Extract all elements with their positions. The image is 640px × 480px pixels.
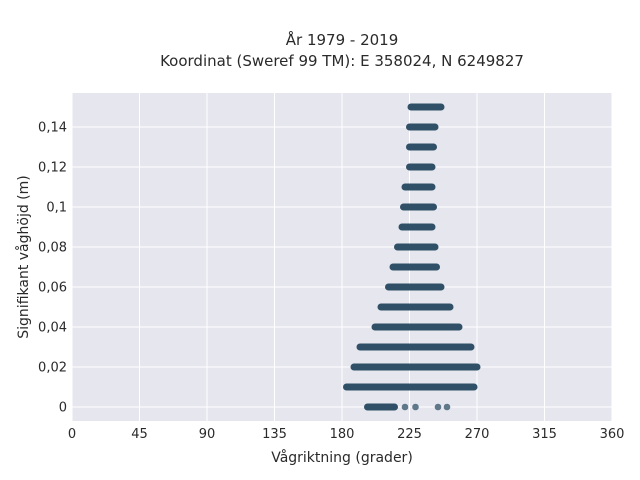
y-tick-label: 0,08 bbox=[38, 241, 67, 256]
x-axis-label: Vågriktning (grader) bbox=[271, 449, 413, 466]
data-point bbox=[401, 403, 409, 411]
x-tick-label: 45 bbox=[131, 427, 148, 442]
y-tick-label: 0 bbox=[59, 401, 67, 416]
y-tick-label: 0,04 bbox=[38, 321, 67, 336]
x-tick-label: 225 bbox=[397, 427, 422, 442]
x-tick-label: 270 bbox=[465, 427, 490, 442]
x-tick-label: 90 bbox=[199, 427, 216, 442]
chart-title: År 1979 - 2019 bbox=[286, 30, 399, 49]
data-point bbox=[412, 403, 419, 411]
x-tick-label: 315 bbox=[532, 427, 557, 442]
x-tick-label: 180 bbox=[330, 427, 355, 442]
data-point bbox=[443, 403, 451, 411]
y-axis-label: Signifikant våghöjd (m) bbox=[15, 175, 32, 338]
data-point bbox=[434, 403, 442, 411]
y-axis-ticks: 0 0,02 0,04 0,06 0,08 0,1 0,12 0,14 bbox=[38, 121, 67, 416]
y-tick-label: 0,12 bbox=[38, 161, 67, 176]
x-tick-label: 360 bbox=[600, 427, 625, 442]
y-tick-label: 0,02 bbox=[38, 361, 67, 376]
x-tick-label: 135 bbox=[262, 427, 287, 442]
x-axis-ticks: 0 45 90 135 180 225 270 315 360 bbox=[68, 427, 625, 442]
y-tick-label: 0,14 bbox=[38, 121, 67, 136]
chart-subtitle: Koordinat (Sweref 99 TM): E 358024, N 62… bbox=[160, 52, 524, 70]
y-tick-label: 0,06 bbox=[38, 281, 67, 296]
x-tick-label: 0 bbox=[68, 427, 76, 442]
y-tick-label: 0,1 bbox=[46, 201, 67, 216]
data-points bbox=[343, 103, 481, 411]
grid-lines bbox=[71, 93, 613, 421]
